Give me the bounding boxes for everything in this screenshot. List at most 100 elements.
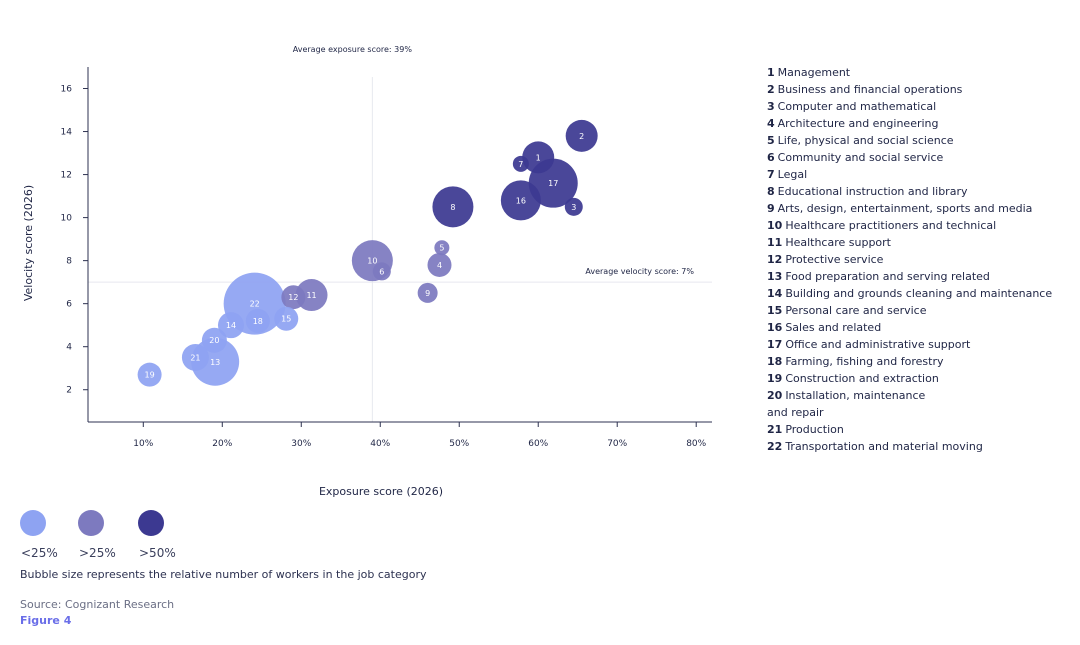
- legend-item-7: 7 Legal: [767, 166, 1072, 183]
- bubble-label-16: 16: [516, 196, 526, 205]
- bubble-label-15: 15: [281, 315, 291, 324]
- bubble-label-3: 3: [571, 203, 576, 212]
- bubble-label-11: 11: [306, 291, 316, 300]
- legend-item-label: Building and grounds cleaning and mainte…: [785, 287, 1053, 300]
- bubble-label-4: 4: [437, 261, 442, 270]
- legend-item-number: 16: [767, 321, 783, 334]
- axes: [87, 67, 712, 423]
- legend-item-number: 6: [767, 151, 775, 164]
- bubble-label-17: 17: [548, 179, 558, 188]
- x-tick-label: 60%: [528, 439, 548, 449]
- legend-item-number: 14: [767, 287, 783, 300]
- legend-item-label: Business and financial operations: [777, 83, 963, 96]
- category-legend: 1 Management 2 Business and financial opera…: [767, 64, 1072, 455]
- source-credit: Source: Cognizant Research: [20, 598, 175, 611]
- legend-item-number: 3: [767, 100, 775, 113]
- legend-item-number: 2: [767, 83, 775, 96]
- legend-item-number: 8: [767, 185, 775, 198]
- bubble-label-2: 2: [579, 132, 584, 141]
- bubble-3: [564, 197, 583, 216]
- legend-item-label: Office and administrative support: [785, 338, 971, 351]
- legend-item-number: 1: [767, 66, 775, 79]
- x-tick-label: 50%: [449, 439, 469, 449]
- legend-item-label: Legal: [777, 168, 808, 181]
- legend-item-12: 12 Protective service: [767, 251, 1072, 268]
- bubble-4: [427, 252, 452, 277]
- reference-lines: [88, 77, 712, 422]
- legend-item-label: Community and social service: [777, 151, 944, 164]
- bubble-label-7: 7: [518, 160, 523, 169]
- bubble-14: [217, 312, 244, 339]
- bubble-label-6: 6: [379, 267, 384, 276]
- bubble-5: [434, 240, 450, 256]
- legend-item-label: Sales and related: [785, 321, 882, 334]
- legend-item-label: Computer and mathematical: [777, 100, 937, 113]
- bubble-21: [181, 343, 209, 371]
- bubble-15: [274, 306, 299, 331]
- y-tick-label: 6: [66, 300, 72, 310]
- color-swatch-high: [138, 510, 164, 536]
- legend-item-label: Life, physical and social science: [777, 134, 954, 147]
- average-exposure-annotation: Average exposure score: 39%: [293, 45, 413, 54]
- x-axis-title: Exposure score (2026): [319, 485, 443, 498]
- legend-item-15: 15 Personal care and service: [767, 302, 1072, 319]
- figure-label: Figure 4: [20, 614, 72, 627]
- bubble-12: [281, 285, 306, 310]
- color-swatch-mid: [78, 510, 104, 536]
- legend-item-22: 22 Transportation and material moving: [767, 438, 1072, 455]
- legend-item-label: Installation, maintenance and repair: [767, 389, 926, 419]
- bubble-label-9: 9: [425, 289, 430, 298]
- legend-item-10: 10 Healthcare practitioners and technical: [767, 217, 1072, 234]
- bubble-20: [201, 327, 227, 353]
- bubble-label-22: 22: [250, 300, 260, 309]
- legend-item-2: 2 Business and financial operations: [767, 81, 1072, 98]
- color-key-label-high: >50%: [139, 546, 176, 560]
- bubble-label-8: 8: [450, 203, 455, 212]
- bubble-9: [417, 282, 438, 303]
- legend-item-5: 5 Life, physical and social science: [767, 132, 1072, 149]
- bubble-label-12: 12: [288, 293, 298, 302]
- bubble-label-13: 13: [210, 358, 220, 367]
- legend-item-number: 5: [767, 134, 775, 147]
- x-tick-label: 40%: [370, 439, 390, 449]
- legend-item-label: Educational instruction and library: [777, 185, 968, 198]
- x-tick-label: 10%: [133, 439, 153, 449]
- y-tick-label: 12: [61, 171, 72, 181]
- bubble-label-14: 14: [226, 321, 236, 330]
- average-velocity-annotation: Average velocity score: 7%: [585, 267, 694, 276]
- legend-item-label: Protective service: [785, 253, 884, 266]
- y-tick-label: 16: [61, 85, 73, 95]
- legend-item-1: 1 Management: [767, 64, 1072, 81]
- x-tick-label: 30%: [291, 439, 311, 449]
- bubble-label-21: 21: [190, 353, 200, 362]
- y-tick-label: 2: [66, 386, 72, 396]
- legend-item-number: 10: [767, 219, 783, 232]
- legend-item-8: 8 Educational instruction and library: [767, 183, 1072, 200]
- legend-item-14: 14 Building and grounds cleaning and main…: [767, 285, 1072, 302]
- y-tick-label: 10: [61, 214, 73, 224]
- bubble-19: [137, 362, 162, 387]
- y-tick-label: 8: [66, 257, 72, 267]
- bubble-2: [565, 119, 598, 152]
- bubble-label-19: 19: [145, 371, 155, 380]
- bubble-label-18: 18: [253, 317, 263, 326]
- y-tick-label: 4: [66, 343, 72, 353]
- legend-item-9: 9 Arts, design, entertainment, sports and…: [767, 200, 1072, 217]
- legend-item-label: Architecture and engineering: [777, 117, 939, 130]
- bubble-label-20: 20: [209, 336, 219, 345]
- legend-item-19: 19 Construction and extraction: [767, 370, 1072, 387]
- legend-item-number: 7: [767, 168, 775, 181]
- legend-item-number: 18: [767, 355, 783, 368]
- color-key-label-mid: >25%: [79, 546, 116, 560]
- legend-item-label: Food preparation and serving related: [785, 270, 990, 283]
- legend-item-number: 9: [767, 202, 775, 215]
- legend-item-4: 4 Architecture and engineering: [767, 115, 1072, 132]
- legend-item-20: 20 Installation, maintenance and repair: [767, 387, 942, 421]
- legend-item-number: 20: [767, 389, 783, 402]
- x-tick-label: 80%: [686, 439, 706, 449]
- bubble-7: [512, 155, 529, 172]
- legend-item-18: 18 Farming, fishing and forestry: [767, 353, 1072, 370]
